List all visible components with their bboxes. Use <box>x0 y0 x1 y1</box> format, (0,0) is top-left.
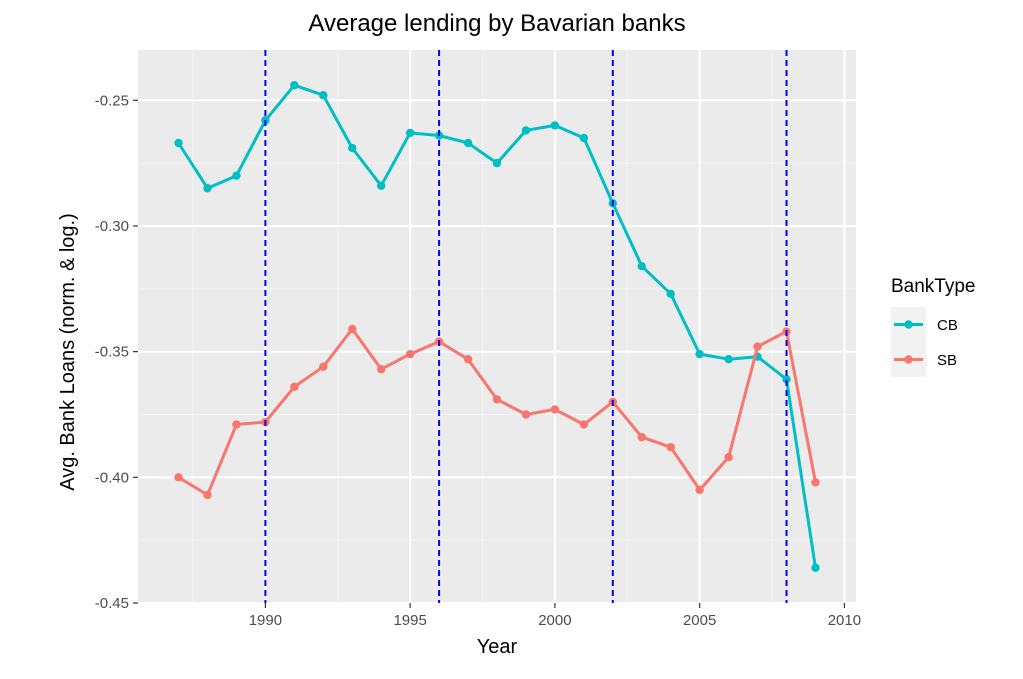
data-point-cb <box>174 138 183 148</box>
x-tick-label: 1995 <box>393 612 426 629</box>
data-point-cb <box>203 184 212 193</box>
data-point-sb <box>550 405 560 414</box>
chart-title: Average lending by Bavarian banks <box>308 10 685 37</box>
data-point-cb <box>521 126 531 135</box>
data-point-cb <box>579 133 589 143</box>
data-point-sb <box>666 442 675 452</box>
legend-title: BankType <box>891 276 976 297</box>
data-point-sb <box>811 478 820 487</box>
data-point-cb <box>724 354 733 364</box>
data-point-sb <box>637 432 646 442</box>
data-point-sb <box>753 342 762 351</box>
x-axis-title: Year <box>477 636 518 658</box>
data-point-sb <box>290 382 299 392</box>
data-point-sb <box>695 485 704 495</box>
y-tick-label: -0.35 <box>95 344 129 361</box>
data-point-sb <box>348 324 357 334</box>
data-point-cb <box>637 261 646 271</box>
data-point-cb <box>550 121 560 130</box>
data-point-sb <box>174 473 183 482</box>
data-point-sb <box>579 420 589 429</box>
data-point-sb <box>232 420 241 429</box>
data-point-cb <box>290 80 299 90</box>
data-point-cb <box>232 171 241 180</box>
series-cb <box>174 80 820 573</box>
y-tick-label: -0.25 <box>95 92 129 109</box>
x-tick-label: 2005 <box>683 612 716 629</box>
x-tick-label: 2010 <box>828 612 861 629</box>
legend-label: SB <box>937 352 957 369</box>
data-point-sb <box>724 453 733 462</box>
data-point-cb <box>666 289 675 299</box>
data-point-sb <box>376 365 386 374</box>
x-tick-label: 1990 <box>249 612 282 629</box>
y-tick-label: -0.45 <box>95 595 129 612</box>
data-point-cb <box>376 181 386 190</box>
data-point-cb <box>782 375 791 384</box>
y-tick-label: -0.30 <box>95 218 129 235</box>
data-point-sb <box>521 410 531 419</box>
plot-background <box>138 50 856 603</box>
data-point-cb <box>811 563 820 573</box>
axes: 1990 1995 2000 2005 2010 -0.45 -0.40 -0.35 -0.30… <box>95 92 861 629</box>
data-point-cb <box>463 138 473 148</box>
data-point-sb <box>463 354 473 364</box>
legend-key-point <box>904 355 913 364</box>
data-point-sb <box>319 362 328 371</box>
y-tick-label: -0.40 <box>95 469 129 486</box>
legend-key-point <box>904 320 913 329</box>
plot-panel <box>138 50 856 604</box>
legend: BankType CB SB <box>891 276 976 377</box>
data-point-sb <box>203 490 212 500</box>
data-point-sb <box>405 349 415 359</box>
legend-item-sb: SB <box>891 342 957 377</box>
x-tick-label: 2000 <box>538 612 571 629</box>
data-point-cb <box>348 143 357 153</box>
legend-label: CB <box>937 317 958 334</box>
data-point-cb <box>319 91 328 100</box>
y-axis-title: Avg. Bank Loans (norm. & log.) <box>57 213 79 491</box>
reference-lines <box>264 50 788 603</box>
data-point-sb <box>492 395 502 404</box>
data-point-cb <box>405 128 415 138</box>
gridlines <box>138 50 856 604</box>
data-point-cb <box>492 158 502 168</box>
data-point-cb <box>695 349 704 359</box>
legend-item-cb: CB <box>891 307 958 342</box>
